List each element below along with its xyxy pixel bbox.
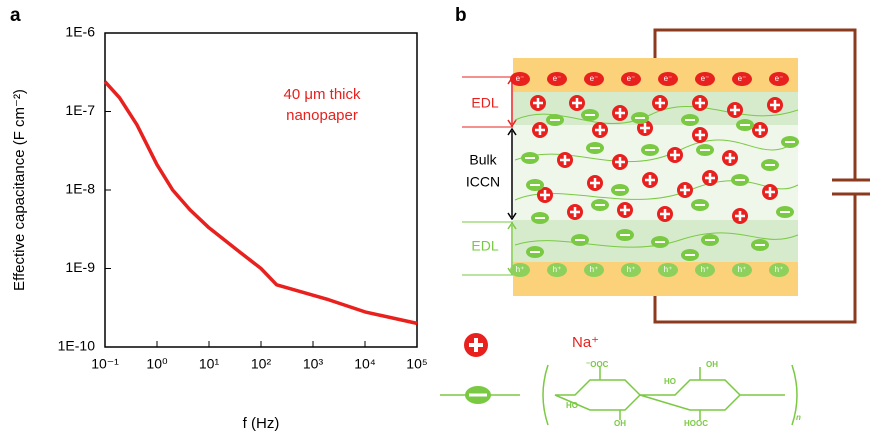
- molecule: [543, 365, 797, 425]
- edl-label: EDL: [471, 238, 498, 254]
- bulk-label: Bulk: [469, 152, 497, 168]
- molecule-label: OH: [614, 419, 626, 428]
- molecule-label: HOOC: [684, 419, 708, 428]
- electron-label: e⁻: [664, 74, 673, 83]
- molecule-label: OH: [706, 360, 718, 369]
- x-tick-label: 10³: [303, 356, 324, 372]
- x-tick-label: 10⁻¹: [91, 356, 119, 372]
- x-tick-label: 10⁵: [406, 356, 427, 372]
- y-axis-label: Effective capacitance (F cm⁻²): [11, 89, 28, 291]
- cation-label: Na⁺: [572, 334, 599, 351]
- x-tick-label: 10¹: [199, 356, 220, 372]
- molecule-label: HO: [664, 377, 676, 386]
- x-tick-label: 10²: [251, 356, 272, 372]
- electron-label: e⁻: [627, 74, 636, 83]
- hole-label: h⁺: [775, 265, 784, 274]
- electron-label: e⁻: [775, 74, 784, 83]
- figure: a b EDL Bulk ICCN EDL Na⁺: [0, 0, 870, 431]
- hole-label: h⁺: [516, 265, 525, 274]
- x-axis-label: f (Hz): [243, 415, 280, 431]
- bulk-label: ICCN: [466, 174, 500, 190]
- data-line: [105, 82, 417, 324]
- molecule-label: HO: [566, 401, 578, 410]
- hole-label: h⁺: [701, 265, 710, 274]
- hole-label: h⁺: [738, 265, 747, 274]
- electron-label: e⁻: [701, 74, 710, 83]
- hole-label: h⁺: [590, 265, 599, 274]
- electron-label: e⁻: [590, 74, 599, 83]
- y-tick-label: 1E-7: [65, 102, 95, 118]
- edl-label: EDL: [471, 95, 498, 111]
- plot-frame: [105, 33, 417, 347]
- y-tick-label: 1E-6: [65, 24, 95, 40]
- y-tick-label: 1E-8: [65, 181, 95, 197]
- y-tick-label: 1E-10: [58, 338, 96, 354]
- hole-label: h⁺: [664, 265, 673, 274]
- electron-label: e⁻: [738, 74, 747, 83]
- panel-label: a: [10, 5, 21, 26]
- molecule-label: n: [796, 413, 801, 422]
- y-tick-label: 1E-9: [65, 259, 95, 275]
- hole-label: h⁺: [553, 265, 562, 274]
- page: {"panel_labels": ["a", "b"], "chart_data…: [0, 0, 870, 431]
- panel-label: b: [455, 5, 467, 26]
- bulk-region: [513, 125, 798, 220]
- x-tick-label: 10⁰: [146, 356, 168, 372]
- annotation: 40 μm thick: [284, 86, 361, 103]
- electron-label: e⁻: [553, 74, 562, 83]
- annotation: nanopaper: [286, 107, 358, 124]
- hole-label: h⁺: [627, 265, 636, 274]
- electron-label: e⁻: [516, 74, 525, 83]
- molecule-label: ⁻OOC: [586, 360, 609, 369]
- x-tick-label: 10⁴: [354, 356, 376, 372]
